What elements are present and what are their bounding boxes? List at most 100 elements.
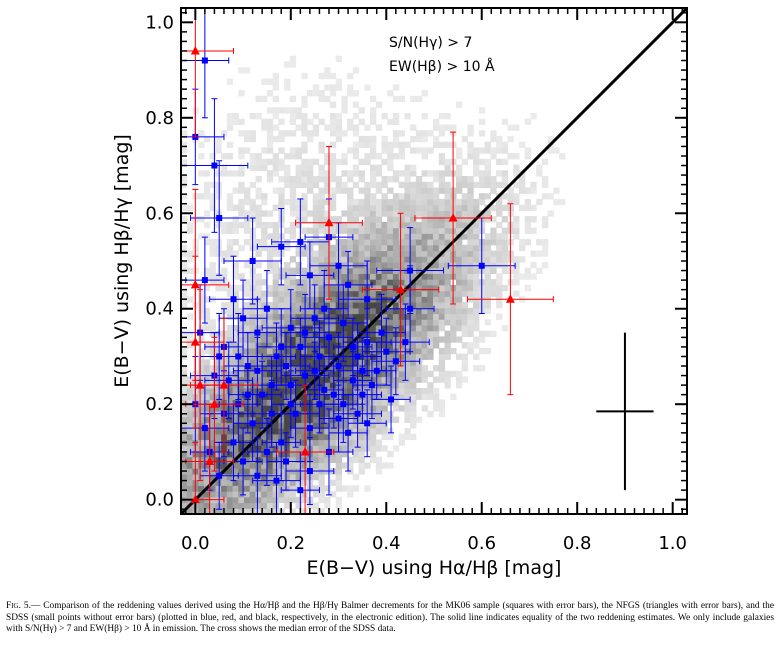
density-cell [490,181,497,189]
density-cell [318,227,325,234]
density-cell [410,250,417,257]
density-cell [536,170,543,177]
density-cell [181,451,188,458]
density-cell [181,347,188,355]
density-cell [404,399,411,406]
density-cell [398,393,405,400]
density-cell [410,124,417,131]
density-cell [307,158,314,166]
nfgs-marker [396,284,406,294]
density-cell [289,176,297,183]
density-cell [375,468,383,475]
density-cell [421,342,428,349]
density-cell [427,388,434,395]
x-tick-label: 1.0 [658,533,687,554]
x-tick-labels: 0.0 0.2 0.4 0.6 0.8 1.0 [181,533,687,554]
density-cell [284,496,291,504]
density-cell [215,347,222,355]
density-cell [318,496,325,504]
y-tick-label: 0.8 [145,108,174,129]
density-cell [427,244,434,252]
mk06-marker [311,367,318,374]
density-cell [421,227,428,234]
density-cell [312,416,320,423]
mk06-point [271,370,311,439]
density-cell [221,302,228,309]
density-cell [347,422,354,429]
density-cell [473,319,480,326]
density-cell [547,147,554,154]
density-cell [249,164,256,171]
density-cell [272,135,279,143]
density-cell [312,508,320,514]
density-cell [381,376,388,383]
density-cell [501,141,509,148]
density-cell [530,204,537,211]
density-cell [312,302,320,309]
density-cell [244,67,251,74]
density-cell [410,170,417,177]
density-cell [318,147,325,154]
density-cell [398,370,405,378]
density-cell [490,204,497,211]
density-cell [347,462,354,469]
density-cell [347,445,354,452]
density-cell [232,491,239,498]
density-cell [221,491,228,498]
density-cell [398,353,405,360]
density-cell [244,307,251,315]
nfgs-point [361,212,440,367]
density-cell [438,204,446,211]
density-cell [284,342,291,349]
density-cell [238,445,245,452]
density-cell [415,244,423,252]
density-cell [490,267,497,274]
density-cell [301,433,308,441]
density-cell [392,95,400,103]
density-cell [301,176,308,183]
density-cell [289,365,297,372]
density-cell [456,370,463,378]
density-cell [335,496,342,504]
density-cell [433,284,440,292]
density-cell [284,485,291,492]
density-cell [203,239,211,246]
density-cell [181,193,188,200]
density-cell [347,244,354,252]
density-cell [226,198,234,206]
density-cell [295,267,302,274]
density-cell [198,473,205,481]
density-cell [244,313,251,320]
density-cell [347,388,354,395]
density-cell [307,170,314,177]
density-cell [186,342,193,349]
density-cell [272,393,279,400]
density-cell [289,118,297,125]
density-cell [456,101,463,108]
density-cell [461,158,468,166]
density-cell [438,113,446,120]
density-cell [364,135,371,143]
mk06-marker [287,324,294,331]
density-cell [284,433,291,441]
density-cell [215,393,222,400]
density-cell [324,433,331,441]
density-cell [244,496,251,504]
density-cell [352,130,360,137]
density-cell [364,198,371,206]
density-cell [444,313,451,320]
density-cell [324,279,331,286]
density-cell [444,347,451,355]
density-cell [421,250,428,257]
density-cell [289,342,297,349]
density-cell [289,462,297,469]
density-cell [398,170,405,177]
density-cell [387,416,394,423]
density-cell [198,479,205,486]
density-cell [415,279,423,286]
density-cell [181,405,188,412]
density-cell [289,181,297,189]
density-cell [484,244,491,252]
density-cell [415,290,423,297]
density-cell [249,153,256,160]
